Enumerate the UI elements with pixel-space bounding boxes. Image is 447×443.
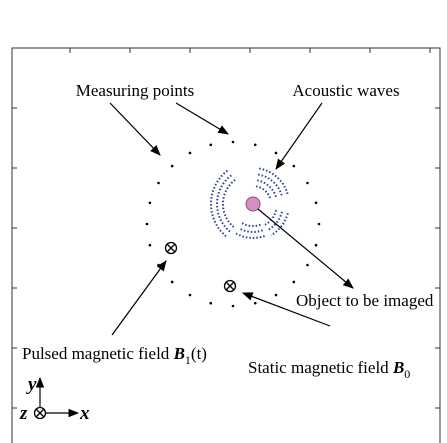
axis-label: y: [26, 374, 37, 395]
measuring-point: [146, 223, 149, 226]
wave-arc: [259, 169, 288, 195]
label: Pulsed magnetic field B1(t): [22, 344, 207, 367]
object: [246, 197, 260, 211]
measuring-point: [306, 182, 309, 185]
measuring-point: [171, 281, 174, 284]
measuring-point: [232, 305, 235, 308]
measuring-point: [254, 302, 257, 305]
wave-arc: [217, 175, 232, 232]
measuring-point: [254, 143, 257, 146]
label-text: Static magnetic field: [248, 358, 389, 377]
wave-arc: [256, 186, 270, 199]
label: Acoustic waves: [292, 81, 399, 100]
label-symbol: B: [392, 358, 404, 377]
diagram: Measuring points Acoustic waves Object t…: [0, 0, 447, 443]
frame: [12, 48, 440, 443]
measuring-point: [293, 281, 296, 284]
measuring-point: [209, 302, 212, 305]
measuring-point: [171, 165, 174, 168]
measuring-point: [189, 152, 192, 155]
label-subscript: 0: [404, 367, 410, 381]
measuring-point: [149, 201, 152, 204]
measuring-point: [306, 264, 309, 267]
measuring-point: [232, 141, 235, 144]
measuring-point: [318, 223, 321, 226]
wave-arc: [242, 223, 261, 226]
label-suffix: (t): [191, 344, 207, 363]
wave-arc: [211, 170, 229, 237]
label: Object to be imaged: [296, 291, 434, 310]
measuring-point: [315, 244, 318, 247]
measuring-point: [315, 201, 318, 204]
field-symbol: [35, 243, 236, 419]
measuring-point: [157, 182, 160, 185]
measuring-point: [275, 152, 278, 155]
label-text: Pulsed magnetic field: [22, 344, 170, 363]
wave-arc: [239, 228, 263, 232]
wave-arc: [236, 233, 265, 238]
measuring-point: [293, 165, 296, 168]
measuring-point: [275, 294, 278, 297]
label: Static magnetic field B0: [248, 358, 410, 381]
measuring-point: [189, 294, 192, 297]
measuring-point: [209, 143, 212, 146]
axis-label: x: [79, 403, 90, 424]
measuring-point: [149, 244, 152, 247]
axis-label: z: [19, 403, 28, 424]
label-symbol: B: [173, 344, 185, 363]
label: Measuring points: [76, 81, 195, 100]
measuring-point: [157, 264, 160, 267]
wave-arc: [223, 179, 236, 227]
